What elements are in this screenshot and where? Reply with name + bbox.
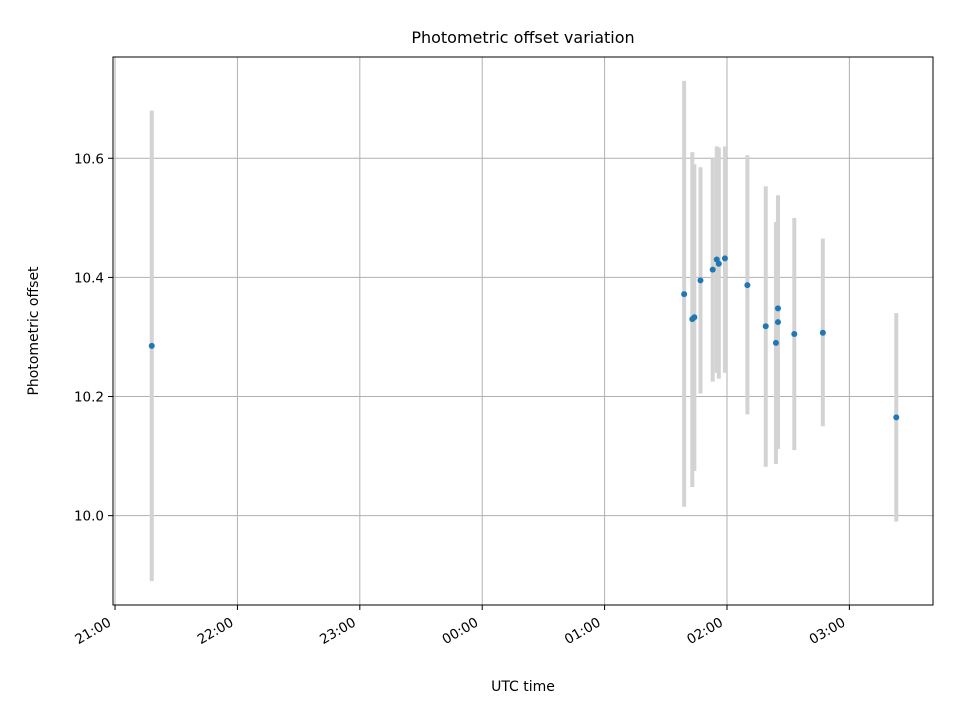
x-axis-label: UTC time xyxy=(491,679,555,695)
data-point xyxy=(791,330,798,337)
y-axis-label: Photometric offset xyxy=(26,266,42,396)
grid xyxy=(113,57,933,605)
y-tick-label: 10.6 xyxy=(74,151,104,167)
data-point xyxy=(697,277,704,284)
data-point xyxy=(744,282,751,289)
y-tick-label: 10.4 xyxy=(74,270,104,286)
data-points xyxy=(148,255,900,421)
data-point xyxy=(681,291,688,298)
data-point xyxy=(715,260,722,267)
data-point xyxy=(148,342,155,349)
data-point xyxy=(709,266,716,273)
plot-frame xyxy=(112,56,934,606)
data-point xyxy=(772,339,779,346)
y-tick-label: 10.2 xyxy=(74,390,104,406)
data-point xyxy=(721,255,728,262)
data-point xyxy=(774,319,781,326)
y-tick-label: 10.0 xyxy=(74,509,104,525)
chart-title: Photometric offset variation xyxy=(411,28,634,47)
data-point xyxy=(774,305,781,312)
y-axis-ticks: 10.0 10.2 10.4 10.6 xyxy=(74,151,113,525)
data-point xyxy=(691,314,698,321)
data-point xyxy=(762,323,769,330)
data-point xyxy=(819,329,826,336)
data-point xyxy=(893,414,900,421)
